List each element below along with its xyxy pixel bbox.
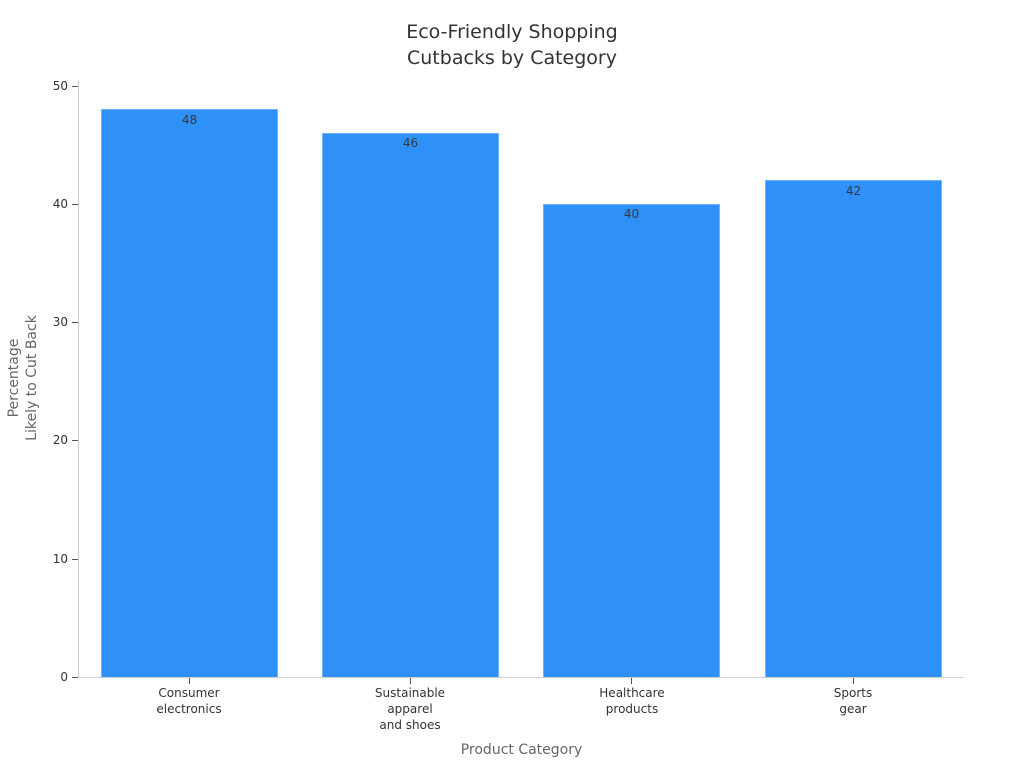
x-tick	[189, 678, 190, 684]
y-tick-40	[72, 204, 78, 205]
x-axis-label: Product Category	[460, 742, 583, 758]
x-tick	[410, 678, 411, 684]
x-tick	[853, 678, 854, 684]
y-axis-label: Percentage Likely to Cut Back	[6, 315, 40, 441]
y-tick-label-30: 30	[52, 315, 68, 329]
y-tick-50	[72, 86, 78, 87]
y-tick-label-20: 20	[52, 433, 68, 447]
bar-sustainable-apparel	[322, 133, 499, 677]
y-axis-line	[78, 80, 79, 677]
bar-value-label: 40	[623, 207, 640, 221]
bar-value-label: 48	[181, 113, 198, 127]
x-tick-label-healthcare-products: Healthcare products	[599, 686, 665, 716]
x-tick	[631, 678, 632, 684]
bar-sports-gear	[765, 180, 942, 677]
bar-consumer-electronics	[101, 109, 278, 677]
bar-value-label: 46	[402, 136, 419, 150]
x-tick-label-sports-gear: Sports gear	[833, 686, 873, 716]
x-axis-line	[78, 677, 964, 678]
y-tick-30	[72, 322, 78, 323]
y-tick-20	[72, 440, 78, 441]
x-tick-label-sustainable-apparel: Sustainable apparel and shoes	[374, 686, 446, 732]
x-tick-label-consumer-electronics: Consumer electronics	[156, 686, 222, 716]
y-tick-0	[72, 677, 78, 678]
bar-value-label: 42	[845, 184, 862, 198]
y-tick-label-10: 10	[52, 552, 68, 566]
y-tick-10	[72, 559, 78, 560]
chart-title-line-2: Cutbacks by Category	[407, 47, 617, 69]
chart-title-line-1: Eco-Friendly Shopping	[406, 21, 618, 43]
y-tick-label-40: 40	[52, 197, 68, 211]
y-tick-label-0: 0	[60, 670, 68, 684]
bar-healthcare-products	[543, 204, 720, 677]
y-tick-label-50: 50	[52, 79, 68, 93]
